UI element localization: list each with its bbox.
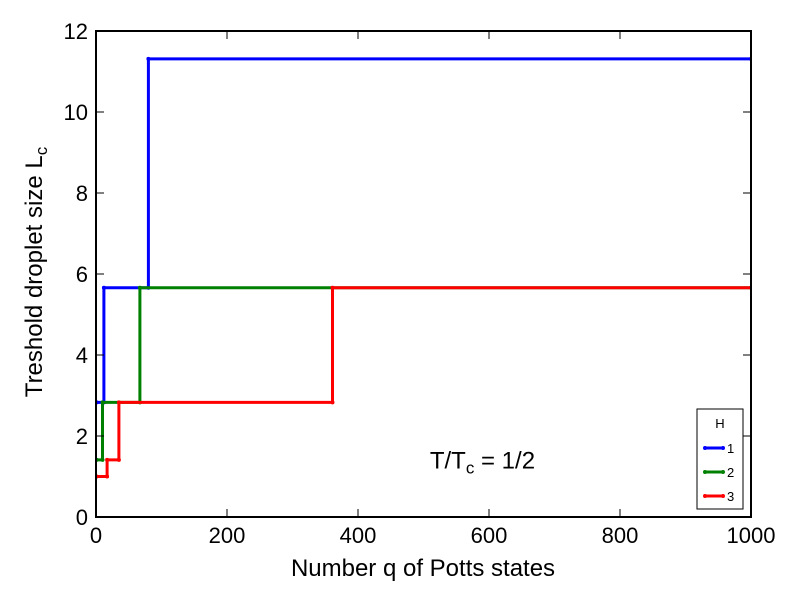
legend-swatch-dot-2 <box>703 470 707 474</box>
x-tick-label: 0 <box>90 523 102 548</box>
series-3-point-5 <box>330 400 335 405</box>
y-tick-label: 4 <box>76 343 88 368</box>
x-axis-title: Number q of Potts states <box>291 555 555 582</box>
series-3-point-3 <box>116 457 121 462</box>
y-tick-label: 8 <box>76 181 88 206</box>
series-2-point-1 <box>100 457 105 462</box>
annotation-subscript: c <box>466 458 475 477</box>
y-tick-label: 10 <box>64 100 88 125</box>
legend-swatch-dot-3 <box>703 494 707 498</box>
series-2-point-2 <box>100 400 105 405</box>
y-axis-title-main: Treshold droplet size L <box>21 155 48 397</box>
legend-swatch-dot-1 <box>703 446 707 450</box>
series-3-point-6 <box>330 285 335 290</box>
legend-label-3: 3 <box>727 489 734 504</box>
legend-swatch-dot-end-2 <box>721 470 725 474</box>
series-1-point-2 <box>101 285 106 290</box>
series-3-point-4 <box>116 400 121 405</box>
series-3-point-2 <box>105 457 110 462</box>
series-2-point-4 <box>137 285 142 290</box>
series-line-3 <box>96 286 751 478</box>
y-tick-label: 0 <box>76 505 88 530</box>
series-1-point-4 <box>146 56 151 61</box>
legend-label-1: 1 <box>727 441 734 456</box>
y-axis-title: Treshold droplet size Lc <box>21 146 51 397</box>
legend-swatch-dot-end-3 <box>721 494 725 498</box>
temperature-annotation: T/Tc = 1/2 <box>430 447 535 477</box>
x-tick-label: 800 <box>602 523 639 548</box>
x-tick-label: 400 <box>340 523 377 548</box>
x-tick-label: 200 <box>209 523 246 548</box>
legend: H 1 2 3 <box>696 408 744 510</box>
legend-box <box>696 408 744 510</box>
y-tick-label: 2 <box>76 424 88 449</box>
series-3-point-1 <box>105 474 110 479</box>
y-tick-label: 6 <box>76 262 88 287</box>
y-axis-title-subscript: c <box>32 146 51 155</box>
y-tick-label: 12 <box>64 19 88 44</box>
legend-label-2: 2 <box>727 465 734 480</box>
legend-title: H <box>715 416 724 431</box>
annotation-suffix: = 1/2 <box>474 447 535 474</box>
series-line-2 <box>96 286 751 462</box>
x-tick-label: 1000 <box>727 523 776 548</box>
legend-swatch-dot-end-1 <box>721 446 725 450</box>
series-line-1 <box>96 57 751 404</box>
x-tick-label: 600 <box>471 523 508 548</box>
plot-frame <box>95 30 752 518</box>
annotation-prefix: T/T <box>430 447 466 474</box>
